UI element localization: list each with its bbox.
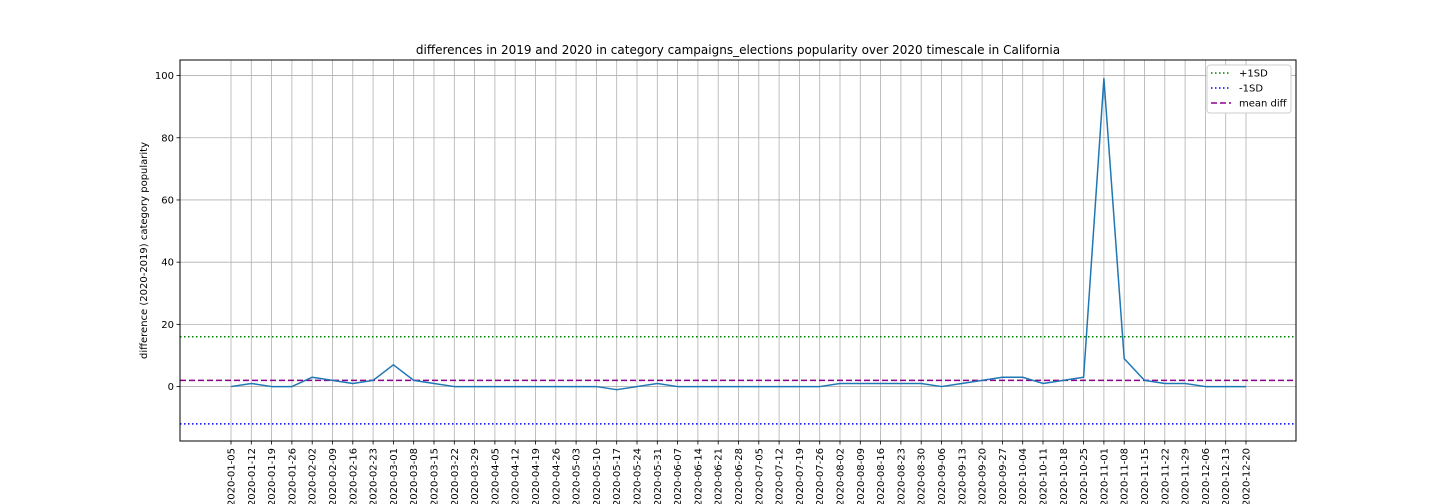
x-tick-label: 2020-10-11 (1039, 448, 1050, 504)
series-layer (230, 77, 1247, 391)
x-tick-label: 2020-11-01 (1099, 448, 1110, 504)
x-tick-label: 2020-09-06 (937, 448, 948, 504)
x-tick-label: 2020-02-23 (369, 448, 380, 504)
x-tick-label: 2020-01-12 (247, 448, 258, 504)
y-tick-label: 80 (161, 133, 174, 144)
x-tick-label: 2020-05-17 (612, 448, 623, 504)
x-tick-label: 2020-05-24 (633, 448, 644, 504)
x-tick-label: 2020-04-12 (511, 448, 522, 504)
x-tick-label: 2020-04-05 (490, 448, 501, 504)
legend-box (1206, 64, 1292, 114)
x-tick-label: 2020-06-07 (673, 448, 684, 504)
x-tick-label: 2020-12-13 (1221, 448, 1232, 504)
x-tick-label: 2020-08-16 (876, 448, 887, 504)
legend: +1SD -1SD mean diff (1206, 64, 1292, 114)
x-tick-label: 2020-09-27 (998, 448, 1009, 504)
x-tick-label: 2020-11-08 (1120, 448, 1131, 504)
legend-label: +1SD (1239, 69, 1268, 80)
x-tick-label: 2020-04-19 (531, 448, 542, 504)
x-tick-label: 2020-01-19 (267, 448, 278, 504)
chart-title: differences in 2019 and 2020 in category… (416, 43, 1060, 57)
x-tick-label: 2020-06-21 (714, 448, 725, 504)
x-tick-label: 2020-08-09 (856, 448, 867, 504)
y-tick-label: 40 (161, 258, 174, 269)
legend-label: -1SD (1239, 84, 1263, 95)
x-tick-label: 2020-02-16 (348, 448, 359, 504)
x-tick-label: 2020-09-20 (978, 448, 989, 504)
y-tick-label: 20 (161, 320, 174, 331)
x-tick-label: 2020-03-01 (389, 448, 400, 504)
legend-label: mean diff (1239, 99, 1288, 110)
x-tick-label: 2020-05-10 (592, 448, 603, 504)
x-axis-ticks: 2020-01-05 2020-01-12 2020-01-19 2020-01-26… (227, 441, 1253, 504)
x-tick-label: 2020-03-22 (450, 448, 461, 504)
x-tick-label: 2020-06-14 (693, 448, 704, 504)
plot-area (179, 59, 1297, 442)
x-tick-label: 2020-03-29 (470, 448, 481, 504)
x-tick-label: 2020-05-03 (572, 448, 583, 504)
x-tick-label: 2020-03-15 (430, 448, 441, 504)
x-tick-label: 2020-12-20 (1242, 448, 1253, 504)
x-tick-label: 2020-10-25 (1079, 448, 1090, 504)
y-axis-ticks: 0 20 40 60 80 100 (155, 71, 180, 393)
grid (180, 60, 1296, 441)
x-tick-label: 2020-08-30 (917, 448, 928, 504)
x-tick-label: 2020-07-26 (815, 448, 826, 504)
x-tick-label: 2020-05-31 (653, 448, 664, 504)
x-tick-label: 2020-04-26 (551, 448, 562, 504)
y-tick-label: 60 (161, 195, 174, 206)
x-tick-label: 2020-01-26 (287, 448, 298, 504)
y-axis-label: difference (2020-2019) category populari… (139, 142, 150, 359)
x-tick-label: 2020-09-13 (957, 448, 968, 504)
x-tick-label: 2020-01-05 (227, 448, 238, 504)
x-tick-label: 2020-02-02 (308, 448, 319, 504)
x-tick-label: 2020-11-29 (1181, 448, 1192, 504)
reference-lines (180, 336, 1296, 425)
x-tick-label: 2020-12-06 (1201, 448, 1212, 504)
x-tick-label: 2020-08-23 (896, 448, 907, 504)
x-tick-label: 2020-10-18 (1059, 448, 1070, 504)
x-tick-label: 2020-11-15 (1140, 448, 1151, 504)
y-tick-label: 100 (155, 71, 174, 82)
x-tick-label: 2020-07-05 (754, 448, 765, 504)
x-tick-label: 2020-06-28 (734, 448, 745, 504)
x-tick-label: 2020-11-22 (1160, 448, 1171, 504)
x-tick-label: 2020-03-08 (409, 448, 420, 504)
x-tick-label: 2020-07-12 (775, 448, 786, 504)
x-tick-label: 2020-07-19 (795, 448, 806, 504)
y-tick-label: 0 (168, 382, 174, 393)
x-tick-label: 2020-02-09 (328, 448, 339, 504)
x-tick-label: 2020-08-02 (836, 448, 847, 504)
x-tick-label: 2020-10-04 (1018, 448, 1029, 504)
